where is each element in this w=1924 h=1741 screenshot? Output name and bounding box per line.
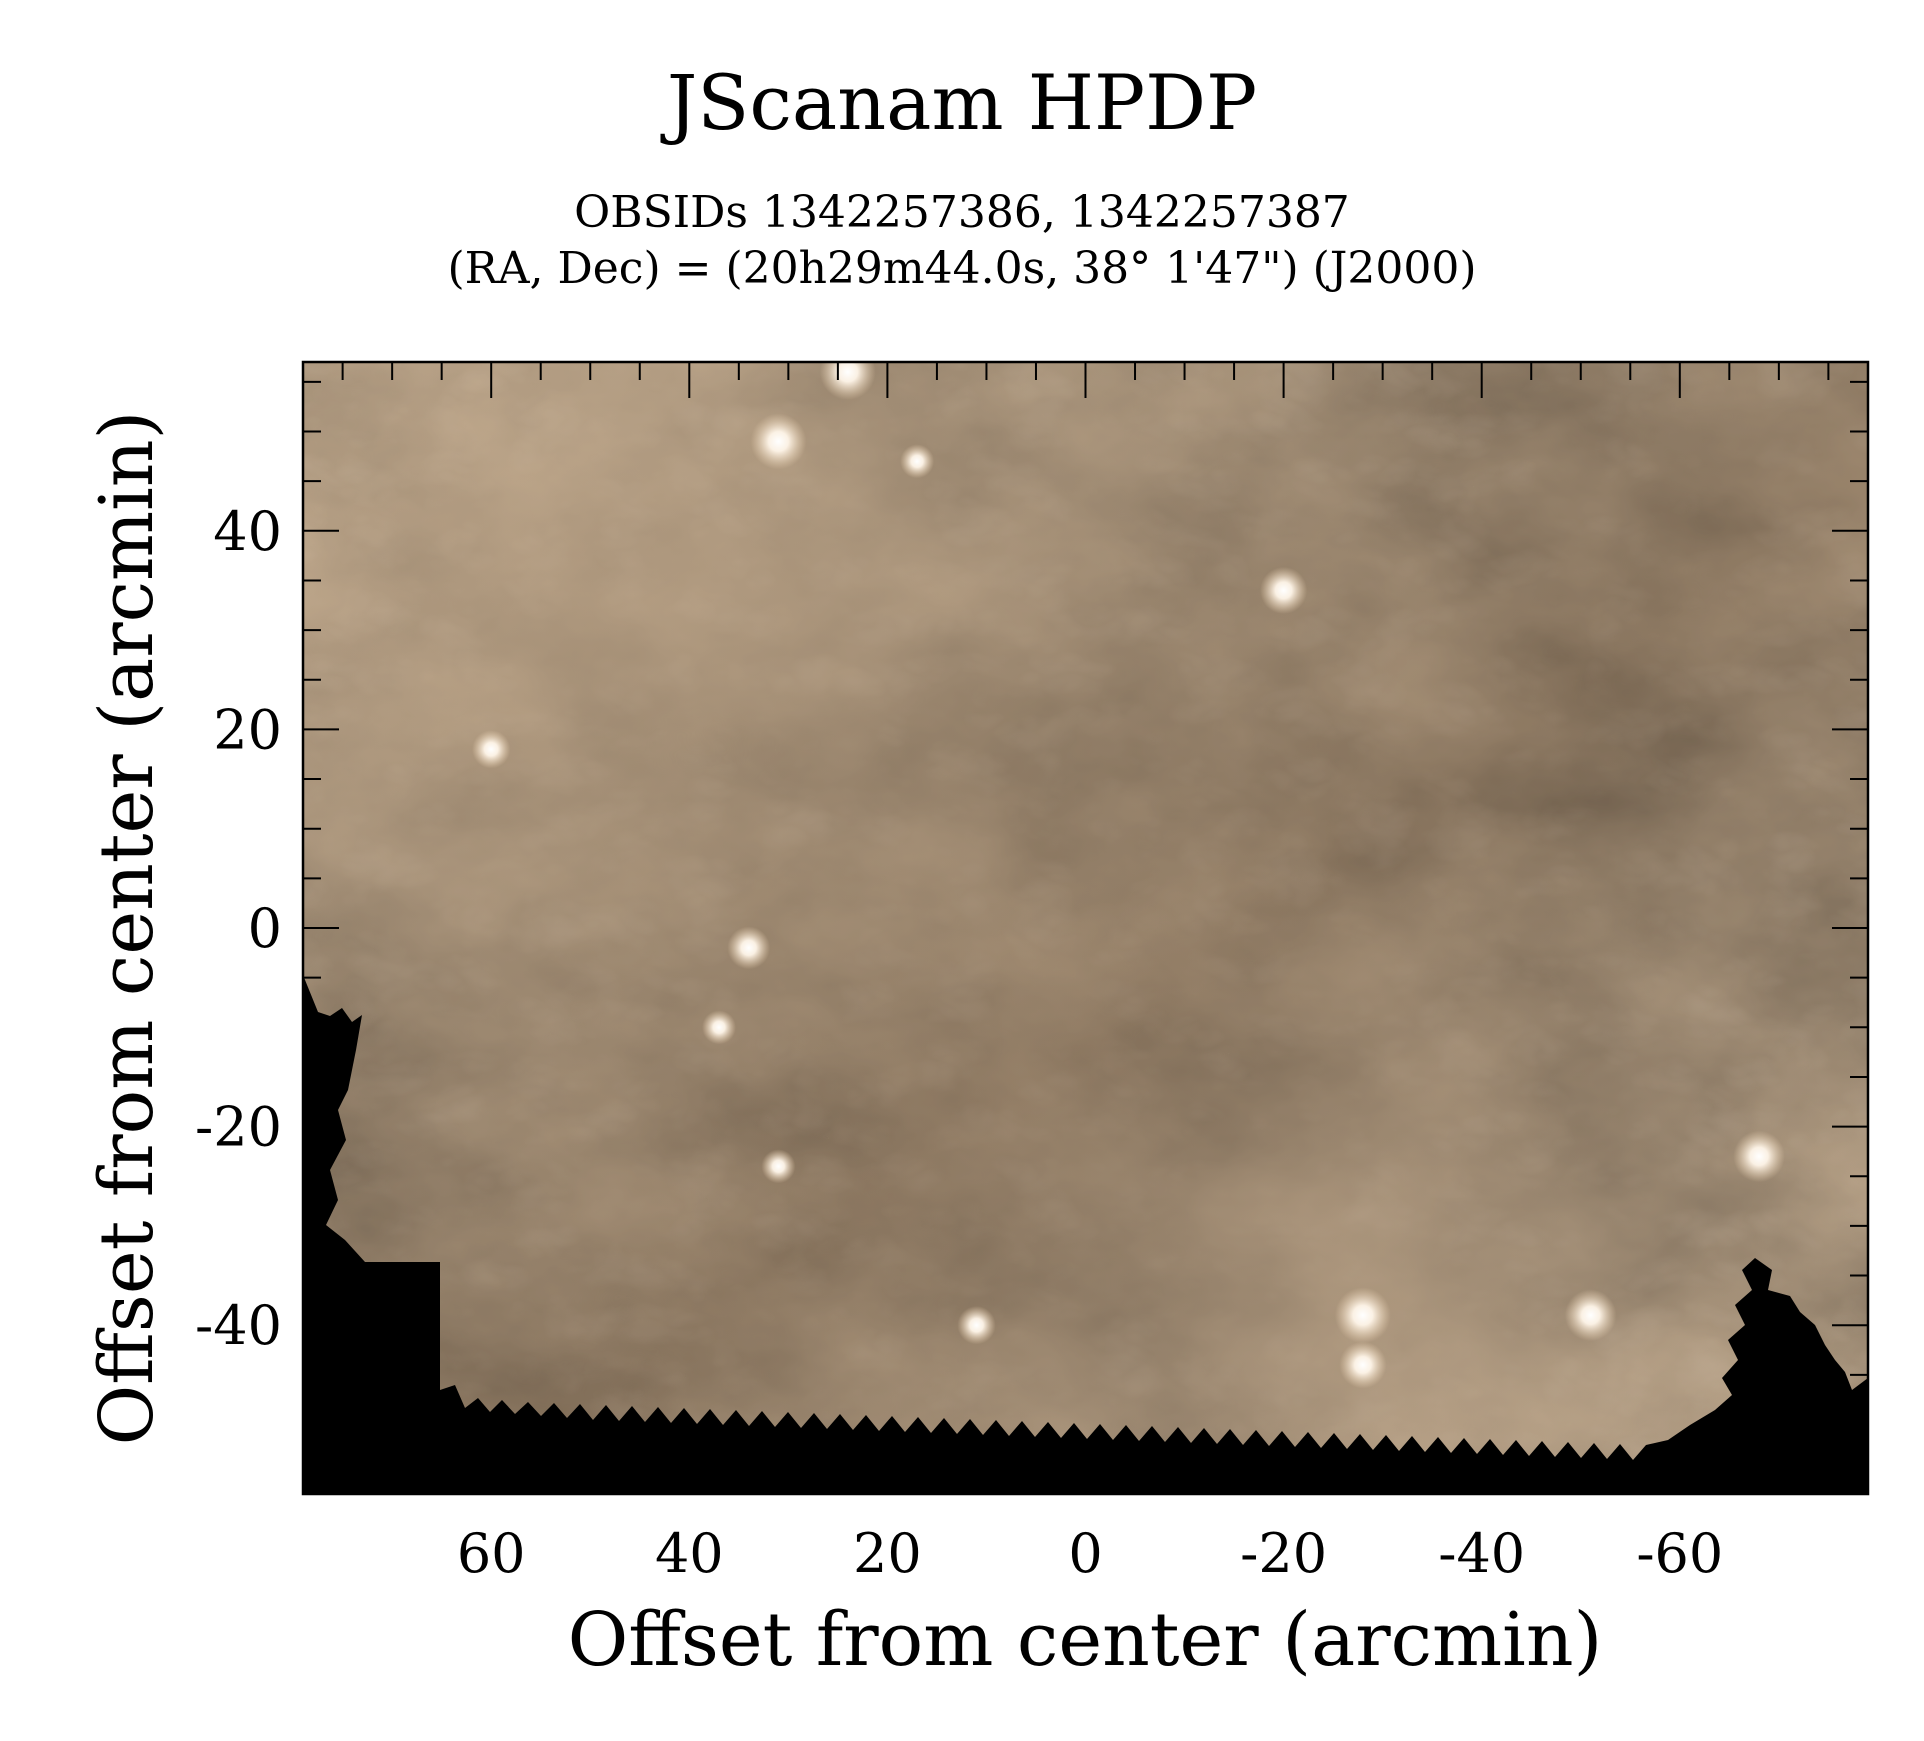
bright-source [471,730,511,769]
x-tick-label: -40 [1438,1522,1525,1585]
bright-source [1339,1341,1387,1389]
y-tick-label: -20 [195,1096,282,1159]
bright-source [750,413,807,470]
bright-source [957,1305,996,1345]
y-axis-title: Offset from center (arcmin) [84,411,170,1446]
bright-source [1564,1289,1617,1342]
bright-sources [471,362,1785,1389]
x-tick-label: 60 [457,1522,526,1585]
bright-source [702,1010,737,1045]
bright-source [900,444,935,479]
y-tick-label: 20 [213,698,282,761]
tick-labels: 60 40 20 0 -20 -40 -60 40 20 0 -20 -40 [195,500,1723,1585]
y-tick-label: 0 [248,897,282,960]
coverage-mask [303,975,1868,1494]
bright-source [819,362,876,400]
x-tick-label: 40 [655,1522,724,1585]
chart-title: JScanam HPDP [666,58,1258,147]
x-tick-label: -60 [1636,1522,1723,1585]
axis-ticks [303,362,1868,1494]
x-tick-label: -20 [1240,1522,1327,1585]
chart-subtitle-line-2: (RA, Dec) = (20h29m44.0s, 38° 1'47") (J2… [447,243,1477,294]
bright-source [727,926,771,970]
y-tick-label: -40 [195,1294,282,1357]
bright-source [1334,1287,1391,1344]
bright-source [761,1149,796,1184]
x-tick-label: 0 [1068,1522,1102,1585]
y-tick-label: 40 [213,500,282,563]
chart-subtitle-line-1: OBSIDs 1342257386, 1342257387 [574,187,1350,238]
nebula-image [303,362,1868,1494]
x-tick-label: 20 [853,1522,922,1585]
bright-source [1260,566,1308,614]
x-axis-title: Offset from center (arcmin) [568,1597,1603,1683]
bright-source [1733,1130,1785,1183]
image-area [303,362,1868,1494]
